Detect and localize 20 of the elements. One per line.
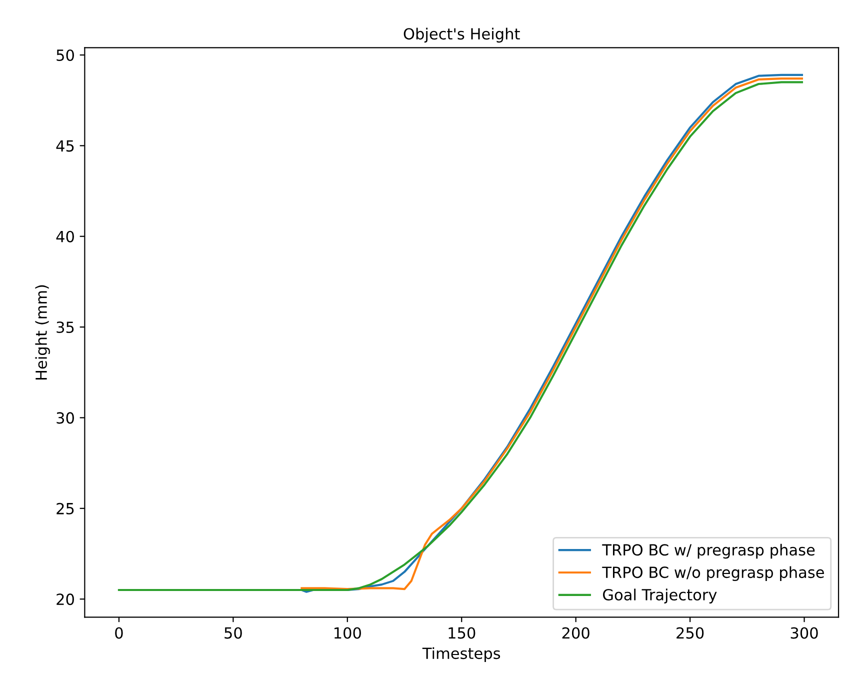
x-tick-label: 50 (224, 627, 242, 639)
y-tick-label: 35 (56, 322, 74, 334)
x-tick-label: 100 (334, 627, 361, 639)
y-tick-label: 30 (56, 412, 74, 424)
legend-label: TRPO BC w/o pregrasp phase (602, 566, 824, 582)
y-tick-label: 20 (56, 594, 74, 606)
legend-label: Goal Trajectory (603, 588, 717, 604)
y-axis-title: Height (mm) (35, 285, 50, 380)
y-tick-label: 40 (56, 230, 74, 242)
x-axis-title: Timesteps (422, 647, 500, 662)
x-tick-label: 250 (676, 627, 704, 639)
x-tick-label: 150 (448, 627, 476, 639)
x-tick-label: 300 (790, 627, 818, 639)
y-tick-label: 25 (56, 502, 74, 514)
y-tick-label: 50 (56, 49, 74, 62)
y-tick-label: 45 (56, 140, 74, 152)
chart-title: Object's Height (404, 28, 520, 43)
legend-label: TRPO BC w/ pregrasp phase (602, 544, 815, 559)
x-tick-label: 0 (115, 627, 123, 639)
x-tick-label: 200 (562, 627, 590, 639)
